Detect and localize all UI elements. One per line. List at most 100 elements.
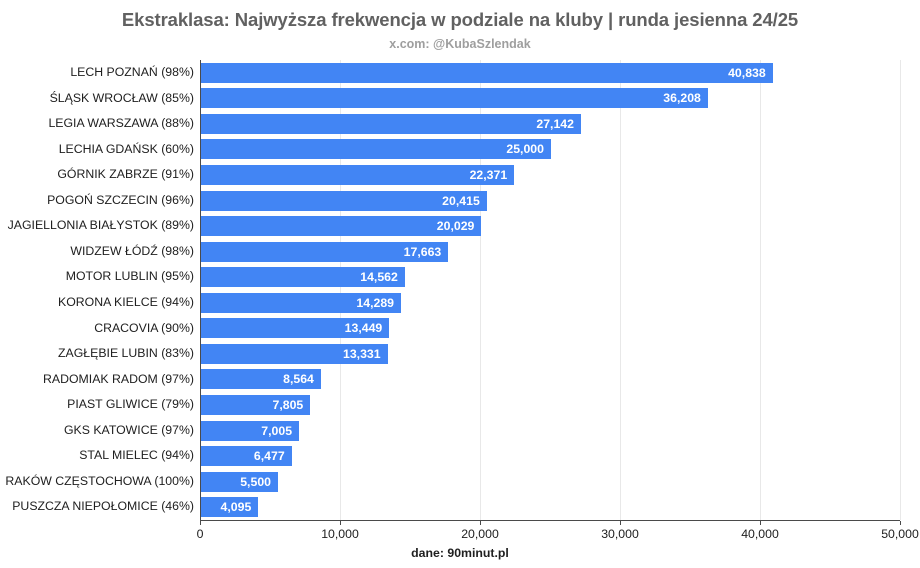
bar-container: 7,005: [201, 420, 300, 441]
category-label: KORONA KIELCE (94%): [58, 295, 194, 309]
bar[interactable]: 7,805: [201, 394, 311, 415]
bar-row: LEGIA WARSZAWA (88%) 27,142: [0, 111, 920, 137]
bar[interactable]: 17,663: [201, 241, 449, 262]
category-label: PUSZCZA NIEPOŁOMICE (46%): [12, 499, 194, 514]
category-label: LECH POZNAŃ (98%): [70, 65, 194, 79]
bar[interactable]: 36,208: [201, 88, 708, 109]
bar[interactable]: 20,029: [201, 216, 482, 237]
category-label: POGOŃ SZCZECIN (96%): [47, 192, 194, 207]
bar[interactable]: 27,142: [201, 113, 581, 134]
bar-row: WIDZEW ŁÓDŹ (98%) 17,663: [0, 239, 920, 265]
gridline: [760, 60, 761, 520]
bar[interactable]: 4,095: [201, 497, 259, 518]
bar-row: KORONA KIELCE (94%) 14,289: [0, 290, 920, 316]
bar-container: 14,562: [201, 267, 405, 288]
category-label: ŚLĄSK WROCŁAW (85%): [49, 90, 194, 105]
bar-value-label: 40,838: [728, 65, 766, 80]
bar[interactable]: 13,449: [201, 318, 390, 339]
x-tick-label: 20,000: [461, 527, 499, 541]
x-tick-label: 0: [196, 527, 204, 541]
bar-container: 4,095: [201, 497, 259, 518]
x-tick-label: 30,000: [601, 527, 639, 541]
bar-row: JAGIELLONIA BIAŁYSTOK (89%) 20,029: [0, 213, 920, 239]
bar[interactable]: 7,005: [201, 420, 300, 441]
chart-source-note: dane: 90minut.pl: [411, 546, 509, 560]
bar-row: LECH POZNAŃ (98%) 40,838: [0, 60, 920, 86]
bar-row: LECHIA GDAŃSK (60%) 25,000: [0, 137, 920, 163]
bar-container: 27,142: [201, 113, 581, 134]
category-label: CRACOVIA (90%): [94, 320, 194, 335]
gridline: [900, 60, 901, 520]
bar-row: STAL MIELEC (94%) 6,477: [0, 443, 920, 469]
bar-container: 36,208: [201, 88, 708, 109]
x-tick-label: 10,000: [321, 527, 359, 541]
bar-row: PIAST GLIWICE (79%) 7,805: [0, 392, 920, 418]
bar-value-label: 17,663: [403, 244, 442, 259]
bar-value-label: 20,029: [436, 219, 475, 234]
category-label: LEGIA WARSZAWA (88%): [48, 116, 194, 131]
bar[interactable]: 14,562: [201, 267, 405, 288]
bar-container: 13,449: [201, 318, 390, 339]
bar-row: GÓRNIK ZABRZE (91%) 22,371: [0, 162, 920, 188]
gridline: [340, 60, 341, 520]
chart-title: Ekstraklasa: Najwyższa frekwencja w podz…: [121, 9, 799, 30]
gridline: [620, 60, 621, 520]
bar-row: RAKÓW CZĘSTOCHOWA (100%) 5,500: [0, 469, 920, 495]
bar-container: 8,564: [201, 369, 321, 390]
bar-row: POGOŃ SZCZECIN (96%) 20,415: [0, 188, 920, 214]
bar-value-label: 14,289: [356, 295, 395, 310]
bar-value-label: 14,562: [360, 270, 398, 285]
y-axis-line: [200, 60, 202, 521]
bar-container: 40,838: [201, 62, 773, 83]
bar-container: 20,415: [201, 190, 487, 211]
bar-value-label: 36,208: [663, 91, 701, 106]
bar-container: 22,371: [201, 164, 515, 185]
bar[interactable]: 20,415: [201, 190, 487, 211]
plot-gridlines: [200, 60, 901, 520]
bar[interactable]: 40,838: [201, 62, 773, 83]
bar-row: CRACOVIA (90%) 13,449: [0, 316, 920, 342]
bar-value-label: 7,805: [272, 397, 304, 412]
bar-row: PUSZCZA NIEPOŁOMICE (46%) 4,095: [0, 494, 920, 520]
category-label: RAKÓW CZĘSTOCHOWA (100%): [5, 473, 194, 488]
bar[interactable]: 25,000: [201, 139, 551, 160]
category-label: GKS KATOWICE (97%): [63, 422, 194, 437]
bar-value-label: 13,331: [343, 346, 381, 361]
bar-value-label: 13,449: [344, 321, 383, 336]
bar[interactable]: 5,500: [201, 471, 278, 492]
bar[interactable]: 13,331: [201, 343, 388, 364]
bar-value-label: 4,095: [220, 500, 252, 515]
category-label: MOTOR LUBLIN (95%): [65, 269, 194, 284]
bar-row: ŚLĄSK WROCŁAW (85%) 36,208: [0, 86, 920, 112]
tick-mark: [340, 521, 341, 525]
bar[interactable]: 14,289: [201, 292, 402, 313]
bar[interactable]: 6,477: [201, 446, 292, 467]
tick-mark: [480, 521, 481, 525]
bar-row: GKS KATOWICE (97%) 7,005: [0, 418, 920, 444]
category-label: WIDZEW ŁÓDŹ (98%): [70, 243, 194, 258]
bar-value-label: 7,005: [261, 423, 293, 438]
category-label: GÓRNIK ZABRZE (91%): [57, 167, 194, 182]
bar-row: RADOMIAK RADOM (97%) 8,564: [0, 367, 920, 393]
bar[interactable]: 22,371: [201, 164, 515, 185]
bar-container: 25,000: [201, 139, 551, 160]
tick-mark: [200, 521, 201, 525]
bar-container: 20,029: [201, 216, 482, 237]
bar-value-label: 25,000: [506, 142, 544, 157]
bar-value-label: 6,477: [253, 449, 285, 464]
bar[interactable]: 8,564: [201, 369, 321, 390]
category-label: JAGIELLONIA BIAŁYSTOK (89%): [7, 218, 194, 233]
x-tick-label: 40,000: [741, 527, 779, 541]
bar-value-label: 8,564: [283, 372, 314, 387]
bar-container: 14,289: [201, 292, 402, 313]
bar-value-label: 20,415: [442, 193, 480, 208]
x-axis-line: [200, 520, 900, 522]
bar-container: 5,500: [201, 471, 278, 492]
category-label: ZAGŁĘBIE LUBIN (83%): [58, 346, 194, 361]
category-label: PIAST GLIWICE (79%): [67, 397, 194, 412]
gridline: [480, 60, 481, 520]
tick-mark: [760, 521, 761, 525]
bar-value-label: 5,500: [240, 474, 271, 489]
bar-container: 6,477: [201, 446, 292, 467]
category-label: RADOMIAK RADOM (97%): [43, 371, 194, 386]
